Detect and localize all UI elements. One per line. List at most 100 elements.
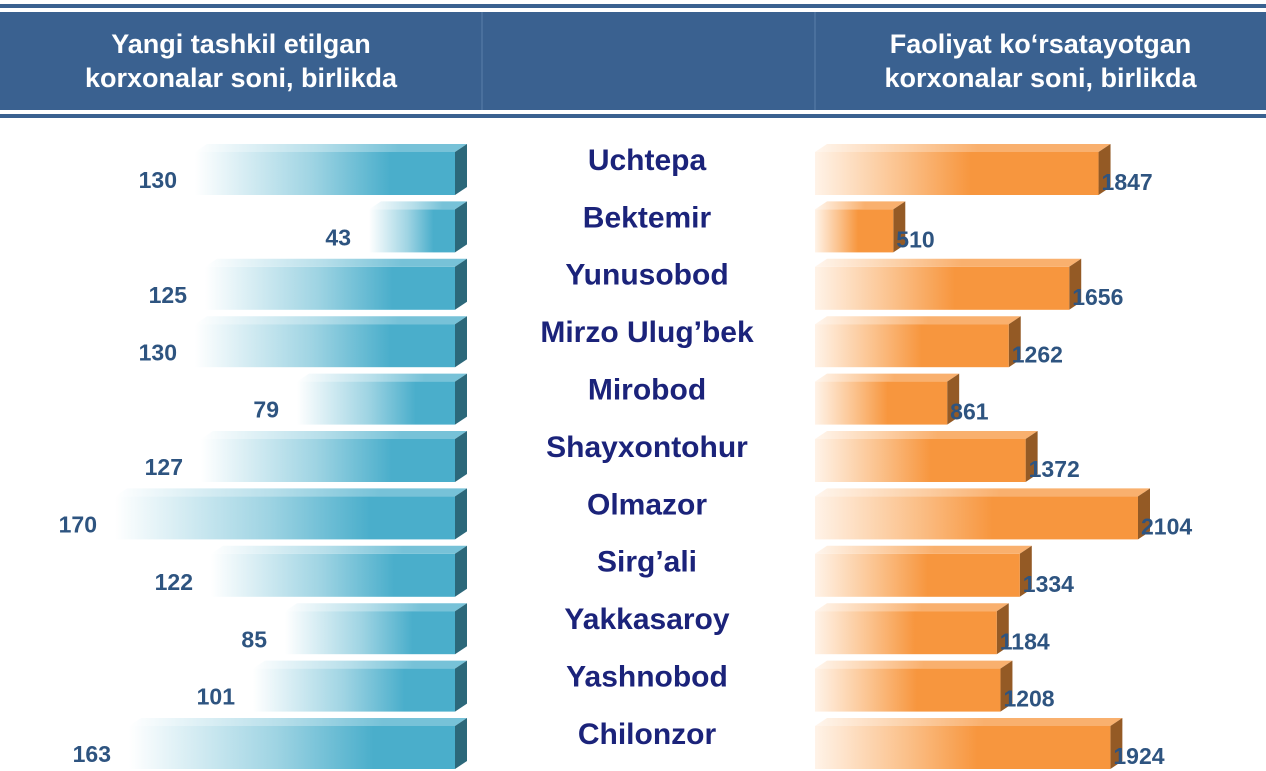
category-label: Yashnobod [566, 661, 728, 694]
bar [369, 209, 455, 253]
bar [815, 324, 1009, 368]
bar-top [369, 201, 467, 210]
bar-top [815, 603, 1009, 612]
bar [253, 668, 455, 712]
bar-top [815, 718, 1123, 726]
category-label: Shayxontohur [546, 431, 748, 464]
value-label: 1262 [1012, 341, 1063, 367]
bar-side [455, 258, 467, 310]
bar-top [815, 431, 1038, 439]
bar [285, 611, 455, 655]
value-label: 130 [139, 339, 177, 365]
value-label: 1334 [1023, 571, 1074, 597]
value-label: 43 [325, 224, 351, 250]
category-label: Yakkasaroy [564, 603, 729, 636]
value-label: 122 [155, 569, 193, 595]
value-label: 1656 [1072, 284, 1123, 310]
bar [297, 381, 455, 425]
bar-side [1110, 718, 1123, 769]
bar-top [285, 603, 467, 612]
bar-side [455, 660, 467, 712]
bar-side [455, 201, 467, 253]
category-label: Uchtepa [588, 144, 707, 177]
bar-side [455, 488, 467, 540]
bar-side [1008, 316, 1021, 368]
category-label: Bektemir [583, 201, 712, 234]
value-label: 125 [149, 282, 188, 308]
bar [815, 439, 1026, 482]
bar-side [1138, 488, 1150, 540]
bar-side [455, 718, 467, 769]
bar-side [455, 431, 467, 482]
bar-side [455, 144, 467, 195]
bar-top [815, 545, 1032, 554]
bar [115, 496, 455, 540]
bar-top [201, 431, 467, 439]
category-label: Mirzo Ulug’bek [540, 316, 754, 349]
bar-top [815, 144, 1111, 152]
bar-side [455, 373, 467, 425]
value-label: 1924 [1113, 743, 1164, 769]
bar [815, 381, 948, 425]
value-label: 163 [73, 741, 111, 767]
bar-top [297, 373, 467, 382]
category-label: Sirg’ali [597, 546, 697, 579]
value-label: 85 [241, 626, 267, 652]
header-band [0, 12, 1266, 110]
bar [195, 324, 455, 368]
value-label: 1184 [1000, 628, 1050, 654]
bar-side [455, 603, 467, 655]
bar-side [1098, 144, 1111, 195]
bar-side [1019, 545, 1032, 597]
top-rule [0, 4, 1266, 8]
value-label: 79 [253, 397, 279, 423]
bar-top [815, 316, 1021, 325]
bar [211, 553, 455, 597]
bar-side [455, 545, 467, 597]
category-label: Mirobod [588, 374, 706, 407]
bar-side [1069, 258, 1082, 310]
bar-side [947, 373, 960, 425]
category-label: Chilonzor [578, 718, 717, 751]
bar [201, 439, 455, 482]
bar [815, 496, 1138, 540]
bar-top [815, 488, 1150, 497]
value-label: 1208 [1003, 686, 1054, 712]
bar-top [129, 718, 467, 726]
bar [205, 266, 455, 310]
value-label: 130 [139, 167, 177, 193]
value-label: 170 [59, 511, 97, 537]
bar-top [195, 316, 467, 325]
bar [195, 152, 455, 195]
bar [129, 726, 455, 769]
value-label: 1372 [1029, 456, 1080, 482]
bottom-rule [0, 114, 1266, 118]
bar-side [1025, 431, 1038, 482]
bar-side [996, 603, 1009, 655]
series-name: Yangi tashkil etilgan korxonalar soni, b… [84, 29, 398, 93]
value-label: 861 [950, 399, 989, 425]
bar-top [815, 660, 1013, 669]
bar-side [893, 201, 906, 253]
bar-top [195, 144, 467, 152]
bar-top [815, 258, 1082, 267]
category-label: Olmazor [587, 488, 707, 521]
value-label: 127 [145, 454, 183, 480]
value-label: 510 [896, 226, 934, 252]
right-header: Faoliyat ko‘rsatayotgan korxonalar soni,… [884, 29, 1196, 93]
bar-side [1000, 660, 1013, 712]
bar-top [815, 373, 960, 382]
bar [815, 209, 894, 253]
bar [815, 726, 1111, 769]
bar [815, 553, 1020, 597]
bar-top [815, 201, 906, 210]
left-header: Yangi tashkil etilgan korxonalar soni, b… [84, 29, 398, 93]
bar [815, 152, 1099, 195]
bar-top [115, 488, 467, 497]
bar-top [211, 545, 467, 554]
value-label: 1847 [1102, 169, 1153, 195]
bar [815, 266, 1070, 310]
value-label: 2104 [1141, 513, 1192, 539]
